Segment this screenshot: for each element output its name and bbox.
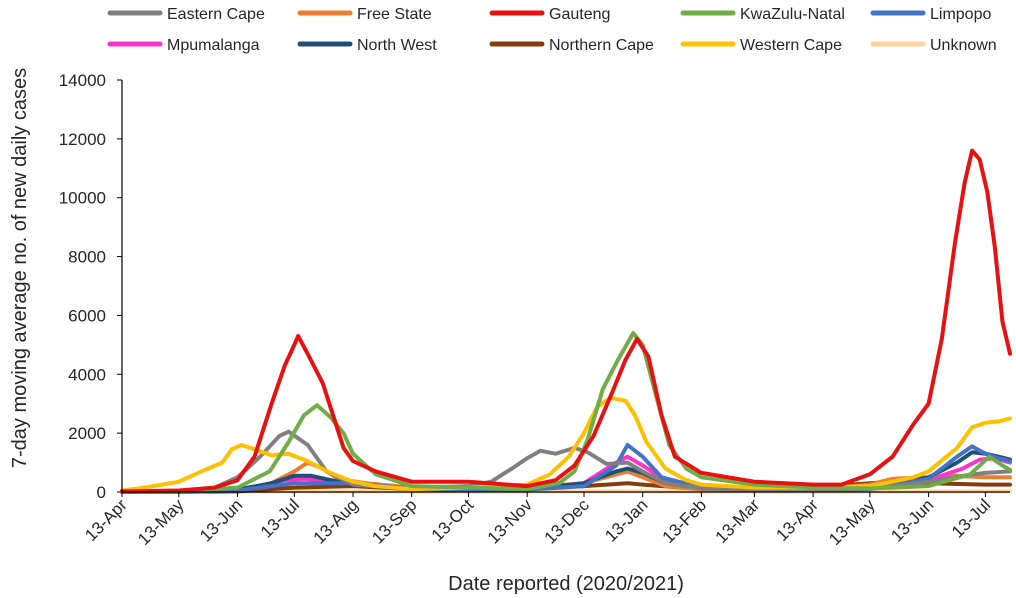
x-tick-label: 13-Apr [772, 495, 822, 545]
legend-label-northern-cape: Northern Cape [549, 37, 654, 54]
legend-label-eastern-cape: Eastern Cape [167, 6, 265, 23]
x-tick-label: 13-Jun [196, 495, 246, 545]
series-line-limpopo [120, 442, 1012, 494]
x-axis-title: Date reported (2020/2021) [448, 573, 684, 595]
x-tick-label: 13-Jul [257, 495, 303, 541]
legend-label-gauteng: Gauteng [549, 6, 610, 23]
x-tick-label: 13-Apr [81, 495, 131, 545]
legend-label-unknown: Unknown [930, 37, 997, 54]
x-tick-label: 13-Mar [712, 495, 764, 547]
x-tick-label: 13-Feb [659, 495, 711, 547]
x-tick-label: 13-Sep [368, 495, 420, 547]
y-tick-label: 2000 [68, 424, 106, 443]
y-tick-label: 12000 [59, 130, 106, 149]
x-tick-label: 13-Oct [428, 495, 478, 545]
legend-label-limpopo: Limpopo [930, 6, 991, 23]
y-tick-label: 14000 [59, 71, 106, 90]
y-axis-title: 7-day moving average no. of new daily ca… [9, 68, 31, 468]
legend-label-mpumalanga: Mpumalanga [167, 37, 260, 54]
legend-label-free-state: Free State [357, 6, 432, 23]
y-axis-ticks: 0 2000 4000 6000 8000 10000 12000 14000 [59, 71, 122, 502]
legend-label-north-west: North West [357, 37, 437, 54]
x-tick-label: 13-Jun [887, 495, 937, 545]
x-tick-label: 13-Jan [601, 495, 651, 545]
series-layer [120, 148, 1012, 494]
y-tick-label: 8000 [68, 248, 106, 267]
x-tick-label: 13-Dec [541, 495, 594, 548]
y-tick-label: 6000 [68, 306, 106, 325]
series-line-eastern-cape [120, 429, 1012, 494]
series-line-western-cape [120, 395, 1012, 493]
y-tick-label: 10000 [59, 189, 106, 208]
x-tick-label: 13-Aug [310, 495, 362, 547]
legend: Eastern Cape Free State Gauteng KwaZulu-Nat… [107, 6, 997, 54]
x-axis-ticks: 13-Apr 13-May 13-Jun 13-Jul 13-Aug 13-Sep 13-O… [81, 492, 994, 549]
series-line-kwazulu-natal [120, 331, 1012, 494]
legend-label-western-cape: Western Cape [740, 37, 842, 54]
series-line-north-west [120, 450, 1012, 494]
y-tick-label: 4000 [68, 365, 106, 384]
series-line-mpumalanga [120, 454, 1012, 494]
x-tick-label: 13-May [134, 495, 188, 549]
legend-label-kwazulu-natal: KwaZulu-Natal [740, 6, 845, 23]
series-line-gauteng [120, 148, 1012, 494]
y-tick-label: 0 [97, 483, 106, 502]
x-tick-label: 13-Nov [484, 495, 537, 548]
x-tick-label: 13-May [825, 495, 879, 549]
x-tick-label: 13-Jul [948, 495, 994, 541]
